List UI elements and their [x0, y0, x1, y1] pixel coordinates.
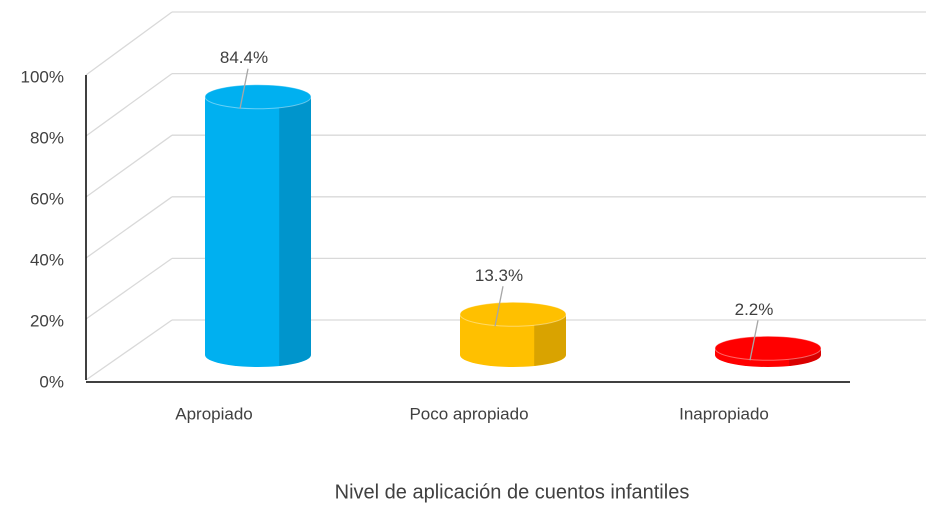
- x-tick-label: Apropiado: [175, 404, 253, 423]
- bar-top: [714, 335, 822, 361]
- leader-line: [494, 286, 504, 327]
- y-tick-label: 100%: [21, 67, 64, 86]
- y-tick-label: 0%: [39, 372, 64, 391]
- data-label: 13.3%: [475, 266, 523, 285]
- bar-body: [205, 96, 311, 368]
- grid-line-side: [85, 73, 173, 137]
- bar-top: [204, 84, 312, 110]
- y-tick-label: 80%: [30, 128, 64, 147]
- data-label: 2.2%: [735, 300, 774, 319]
- y-tick-label: 60%: [30, 189, 64, 208]
- leader-line: [749, 320, 759, 361]
- x-axis-title: Nivel de aplicación de cuentos infantile…: [335, 481, 690, 503]
- data-label: 84.4%: [220, 48, 268, 67]
- x-tick-label: Poco apropiado: [409, 404, 528, 423]
- y-tick-label: 40%: [30, 250, 64, 269]
- grid-line-side: [85, 257, 173, 320]
- bar-shade: [279, 96, 311, 366]
- leader-line: [239, 68, 249, 109]
- x-tick-label: Inapropiado: [679, 404, 769, 423]
- grid-line-side: [85, 11, 173, 76]
- bar-top: [459, 301, 567, 327]
- bar-body: [460, 314, 566, 367]
- bar-shade: [534, 314, 566, 366]
- grid-line-side: [85, 196, 173, 259]
- grid-line-side: [85, 134, 173, 198]
- grid-line-side: [85, 319, 173, 381]
- y-tick-label: 20%: [30, 311, 64, 330]
